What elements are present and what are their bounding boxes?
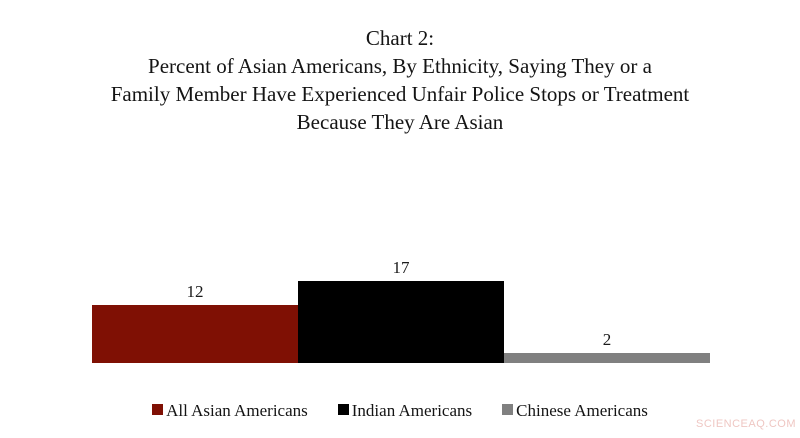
legend-swatch-icon bbox=[152, 404, 164, 415]
bar-value-label: 12 bbox=[186, 282, 204, 301]
watermark: SCIENCEAQ.COM bbox=[695, 418, 796, 430]
bar-1 bbox=[298, 281, 504, 363]
bar-group-1: 17 bbox=[298, 235, 504, 363]
chart-title-line-4: Because They Are Asian bbox=[296, 110, 504, 134]
bar-value-label: 2 bbox=[602, 330, 612, 349]
bar-2 bbox=[504, 353, 710, 363]
bar-value-label: 17 bbox=[392, 258, 410, 277]
bar-0 bbox=[92, 305, 298, 363]
chart-title-line-1: Chart 2: bbox=[365, 26, 435, 50]
legend-item-0: All Asian Americans bbox=[152, 401, 308, 421]
bar-group-0: 12 bbox=[92, 235, 298, 363]
chart-title-line-2: Percent of Asian Americans, By Ethnicity… bbox=[148, 54, 652, 78]
bar-group-2: 2 bbox=[504, 235, 710, 363]
chart-title: Chart 2: Percent of Asian Americans, By … bbox=[0, 24, 800, 136]
legend-label: Chinese Americans bbox=[516, 401, 648, 420]
chart-title-line-3: Family Member Have Experienced Unfair Po… bbox=[110, 82, 690, 106]
legend-item-2: Chinese Americans bbox=[502, 401, 648, 421]
legend: All Asian Americans Indian Americans Chine… bbox=[0, 401, 800, 421]
legend-label: Indian Americans bbox=[351, 401, 473, 420]
legend-swatch-icon bbox=[337, 404, 349, 415]
bar-plot-area: 12 17 2 bbox=[92, 235, 710, 363]
legend-item-1: Indian Americans bbox=[337, 401, 473, 421]
legend-swatch-icon bbox=[502, 404, 514, 415]
legend-label: All Asian Americans bbox=[166, 401, 308, 420]
